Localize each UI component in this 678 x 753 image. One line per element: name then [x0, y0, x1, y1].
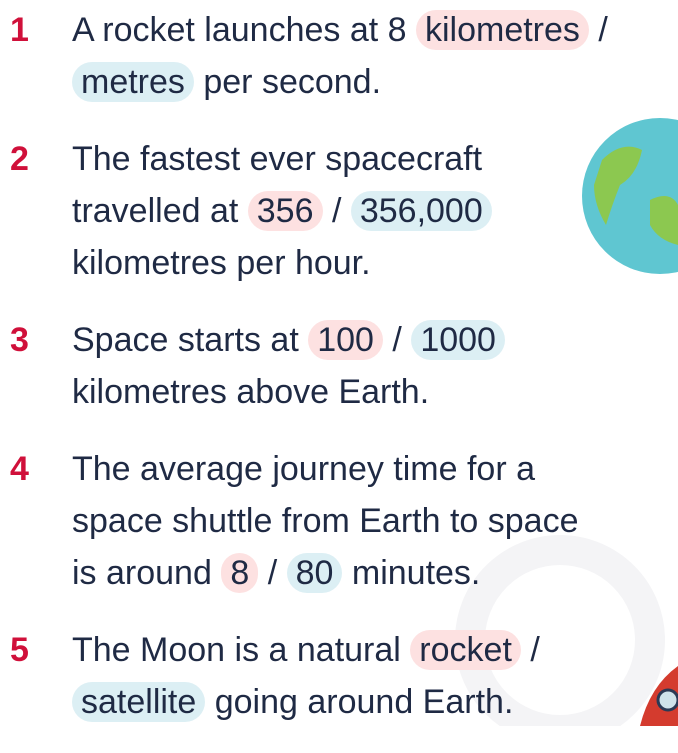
question-text: /	[258, 554, 286, 592]
answer-option: kilometres	[416, 10, 589, 50]
question-text: minutes.	[342, 554, 480, 592]
answer-option: metres	[72, 62, 194, 102]
question-number: 4	[10, 443, 29, 495]
text-line: The fastest ever spacecraft	[0, 133, 678, 185]
question-text: kilometres above Earth.	[72, 373, 429, 411]
question-text: The average journey time for a	[72, 450, 535, 488]
text-line: The average journey time for a	[0, 443, 678, 495]
question-text: travelled at	[72, 192, 248, 230]
text-line: A rocket launches at 8 kilometres /	[0, 4, 678, 56]
question: 4 The average journey time for a space shu…	[0, 443, 678, 599]
answer-option: satellite	[72, 682, 205, 722]
answer-option: 356,000	[351, 191, 492, 231]
question-text: kilometres per hour.	[72, 244, 371, 282]
question-text: /	[589, 11, 608, 49]
question: 2 The fastest ever spacecraft travelled at…	[0, 133, 678, 289]
text-line: kilometres above Earth.	[0, 366, 678, 418]
question-text: /	[383, 321, 411, 359]
answer-option: 1000	[411, 320, 505, 360]
question-text: going around Earth.	[205, 683, 513, 721]
question-text: A rocket launches at 8	[72, 11, 416, 49]
text-line: The Moon is a natural rocket /	[0, 624, 678, 676]
question-text: /	[323, 192, 351, 230]
question-text: The fastest ever spacecraft	[72, 140, 482, 178]
text-line: kilometres per hour.	[0, 237, 678, 289]
text-line: space shuttle from Earth to space	[0, 495, 678, 547]
question-text: per second.	[194, 63, 381, 101]
question-number: 3	[10, 314, 29, 366]
question-text: is around	[72, 554, 221, 592]
question-text: The Moon is a natural	[72, 631, 410, 669]
question-number: 2	[10, 133, 29, 185]
question-text: space shuttle from Earth to space	[72, 502, 578, 540]
text-line: metres per second.	[0, 56, 678, 108]
question-text: /	[521, 631, 540, 669]
text-line: travelled at 356 / 356,000	[0, 185, 678, 237]
text-line: Space starts at 100 / 1000	[0, 314, 678, 366]
text-line: is around 8 / 80 minutes.	[0, 547, 678, 599]
question-number: 1	[10, 4, 29, 56]
answer-option: 356	[248, 191, 323, 231]
text-line: satellite going around Earth.	[0, 676, 678, 728]
answer-option: rocket	[410, 630, 521, 670]
answer-option: 8	[221, 553, 258, 593]
question-number: 5	[10, 624, 29, 676]
question-text: Space starts at	[72, 321, 308, 359]
answer-option: 100	[308, 320, 383, 360]
answer-option: 80	[287, 553, 343, 593]
